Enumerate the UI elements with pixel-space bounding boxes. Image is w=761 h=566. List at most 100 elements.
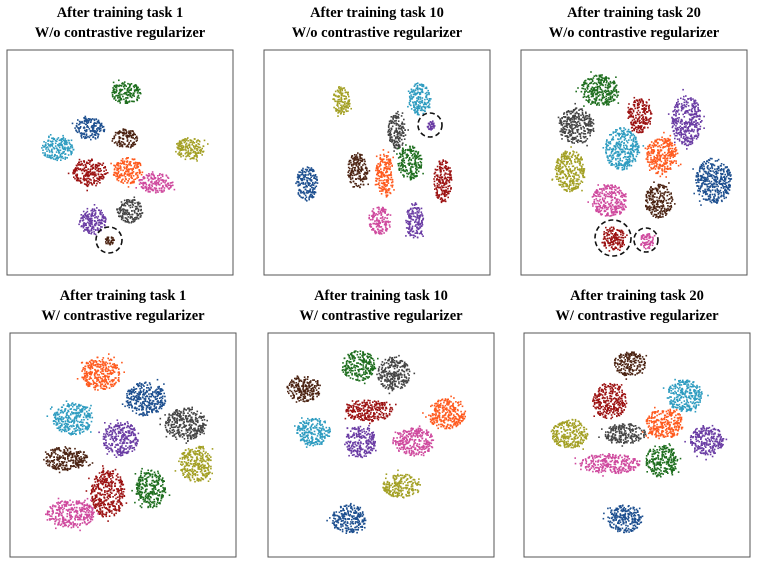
embedding-point (124, 204, 127, 207)
embedding-point (393, 145, 396, 147)
embedding-point (410, 166, 412, 168)
embedding-point (180, 155, 182, 158)
embedding-point (198, 149, 201, 152)
embedding-point (93, 122, 96, 125)
embedding-point (80, 214, 83, 216)
embedding-point (418, 215, 421, 217)
embedding-point (378, 165, 381, 168)
embedding-point (125, 209, 127, 212)
embedding-point (594, 98, 597, 100)
embedding-point (129, 161, 132, 163)
embedding-point (383, 161, 386, 164)
embedding-point (380, 213, 383, 216)
embedding-point (86, 181, 89, 183)
embedding-point (421, 233, 423, 236)
embedding-point (400, 171, 402, 174)
embedding-point (167, 184, 170, 186)
embedding-point (583, 119, 586, 122)
embedding-point (600, 82, 602, 85)
embedding-point (136, 92, 139, 94)
embedding-point (408, 225, 411, 228)
embedding-point (128, 87, 130, 89)
embedding-point (126, 210, 129, 212)
embedding-point (588, 97, 590, 99)
embedding-point (378, 169, 381, 172)
embedding-point (630, 123, 633, 125)
embedding-point (150, 173, 153, 175)
embedding-point (167, 182, 169, 185)
embedding-point (300, 173, 302, 176)
embedding-point (341, 92, 344, 95)
embedding-point (355, 164, 358, 167)
embedding-point (594, 101, 596, 103)
embedding-point (695, 135, 697, 138)
embedding-point (351, 155, 353, 158)
embedding-point (622, 156, 625, 159)
embedding-point (624, 133, 626, 135)
embedding-point (581, 141, 584, 144)
embedding-point (299, 195, 301, 197)
embedding-point (585, 118, 588, 120)
embedding-point (340, 98, 343, 101)
embedding-point (630, 150, 632, 153)
embedding-point (356, 185, 359, 188)
embedding-point (379, 154, 382, 156)
embedding-point (127, 171, 130, 173)
embedding-point (358, 164, 361, 166)
embedding-point (132, 158, 135, 161)
embedding-point (197, 152, 199, 154)
embedding-point (571, 141, 573, 143)
embedding-point (379, 229, 381, 232)
embedding-point (619, 146, 622, 148)
embedding-point (398, 163, 400, 165)
embedding-point (119, 162, 121, 165)
embedding-point (86, 171, 88, 173)
embedding-point (567, 140, 569, 143)
embedding-point (90, 181, 92, 184)
embedding-point (357, 172, 359, 175)
embedding-point (376, 166, 378, 168)
embedding-point (589, 123, 592, 125)
embedding-point (681, 123, 683, 125)
embedding-point (418, 101, 420, 103)
embedding-point (636, 107, 639, 110)
embedding-point (104, 221, 107, 223)
embedding-point (590, 88, 592, 91)
embedding-point (640, 100, 642, 103)
embedding-point (415, 203, 418, 206)
embedding-point (377, 224, 379, 226)
embedding-point (603, 77, 605, 80)
embedding-point (605, 147, 608, 150)
embedding-point (443, 182, 446, 185)
embedding-point (335, 110, 337, 112)
embedding-point (417, 151, 420, 153)
embedding-point (316, 178, 318, 181)
embedding-point (157, 178, 160, 180)
embedding-point (649, 113, 652, 115)
embedding-point (436, 193, 438, 196)
embedding-point (635, 114, 637, 117)
embedding-point (154, 177, 156, 179)
embedding-point (190, 150, 192, 152)
embedding-point (124, 219, 126, 222)
embedding-point (584, 82, 587, 85)
embedding-point (432, 124, 434, 126)
embedding-point (137, 204, 139, 206)
embedding-point (609, 160, 612, 163)
embedding-point (121, 145, 124, 148)
embedding-point (128, 89, 131, 91)
embedding-point (188, 143, 190, 146)
embedding-point (580, 90, 583, 93)
embedding-point (128, 178, 130, 180)
embedding-point (609, 85, 612, 88)
embedding-point (626, 145, 628, 147)
embedding-point (119, 211, 122, 213)
embedding-point (113, 174, 115, 176)
embedding-point (88, 171, 91, 173)
embedding-point (688, 129, 690, 132)
embedding-point (643, 104, 645, 106)
embedding-point (390, 174, 393, 176)
embedding-point (82, 133, 84, 135)
embedding-point (400, 126, 403, 128)
embedding-point (310, 167, 313, 169)
